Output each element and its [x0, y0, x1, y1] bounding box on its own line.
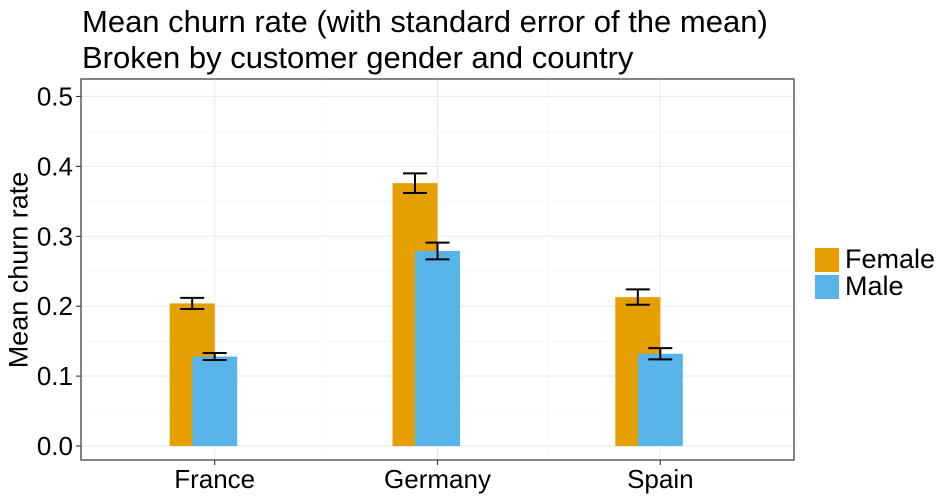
error-bars — [180, 172, 673, 362]
legend-swatch-male — [815, 274, 839, 299]
x-tick-label-germany: Germany — [384, 464, 491, 494]
bar-male-france — [192, 356, 238, 447]
error-bar-male-france — [202, 352, 227, 362]
chart-title: Mean churn rate (with standard error of … — [82, 4, 768, 39]
bar-male-spain — [637, 353, 683, 447]
x-tick-label-france: France — [174, 464, 255, 494]
y-tick-label: 0.3 — [37, 221, 73, 251]
legend: Female Male — [815, 246, 935, 300]
chart-title-block: Mean churn rate (with standard error of … — [82, 4, 768, 76]
y-tick-label: 0.2 — [37, 291, 73, 321]
error-bar-female-spain — [625, 288, 650, 306]
y-axis: 0.0 0.1 0.2 0.3 0.4 0.5 — [37, 81, 81, 461]
error-bar-male-spain — [648, 347, 673, 361]
chart-subtitle: Broken by customer gender and country — [82, 40, 634, 75]
legend-item-male: Male — [815, 273, 935, 300]
error-bar-male-germany — [425, 241, 450, 261]
x-axis: France Germany Spain — [174, 460, 694, 494]
legend-item-female: Female — [815, 246, 935, 273]
y-tick-label: 0.0 — [37, 431, 73, 461]
x-tick-label-spain: Spain — [627, 464, 694, 494]
bars — [169, 183, 683, 447]
legend-swatch-female — [815, 247, 839, 272]
y-tick-label: 0.1 — [37, 361, 73, 391]
error-bar-female-germany — [403, 172, 427, 194]
legend-label-female: Female — [845, 244, 936, 274]
bar-male-germany — [415, 250, 460, 447]
y-tick-label: 0.4 — [37, 151, 73, 181]
legend-label-male: Male — [845, 271, 904, 301]
y-tick-label: 0.5 — [37, 81, 73, 111]
error-bar-female-france — [180, 296, 205, 310]
